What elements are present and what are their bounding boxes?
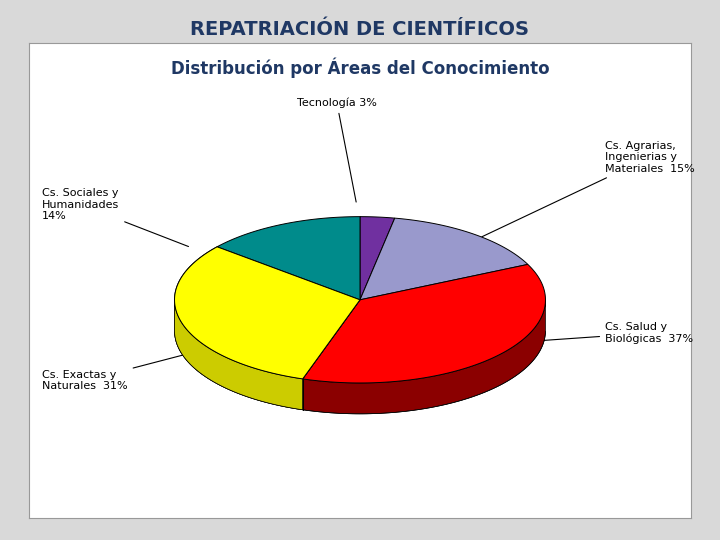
Text: Distribución por Áreas del Conocimiento: Distribución por Áreas del Conocimiento bbox=[171, 57, 549, 78]
Polygon shape bbox=[360, 218, 528, 300]
Polygon shape bbox=[360, 217, 395, 300]
Polygon shape bbox=[302, 301, 546, 414]
Polygon shape bbox=[217, 217, 360, 300]
Text: Cs. Sociales y
Humanidades
14%: Cs. Sociales y Humanidades 14% bbox=[42, 188, 189, 247]
Polygon shape bbox=[174, 247, 360, 379]
Text: Cs. Salud y
Biológicas  37%: Cs. Salud y Biológicas 37% bbox=[515, 322, 693, 344]
Polygon shape bbox=[174, 301, 302, 410]
Text: Cs. Agrarias,
Ingenierias y
Materiales  15%: Cs. Agrarias, Ingenierias y Materiales 1… bbox=[482, 140, 695, 237]
Text: REPATRIACIÓN DE CIENTÍFICOS: REPATRIACIÓN DE CIENTÍFICOS bbox=[191, 20, 529, 39]
Polygon shape bbox=[174, 247, 360, 379]
Text: Tecnología 3%: Tecnología 3% bbox=[297, 97, 377, 202]
Polygon shape bbox=[174, 300, 302, 410]
Polygon shape bbox=[302, 265, 546, 383]
Text: Cs. Exactas y
Naturales  31%: Cs. Exactas y Naturales 31% bbox=[42, 353, 192, 392]
